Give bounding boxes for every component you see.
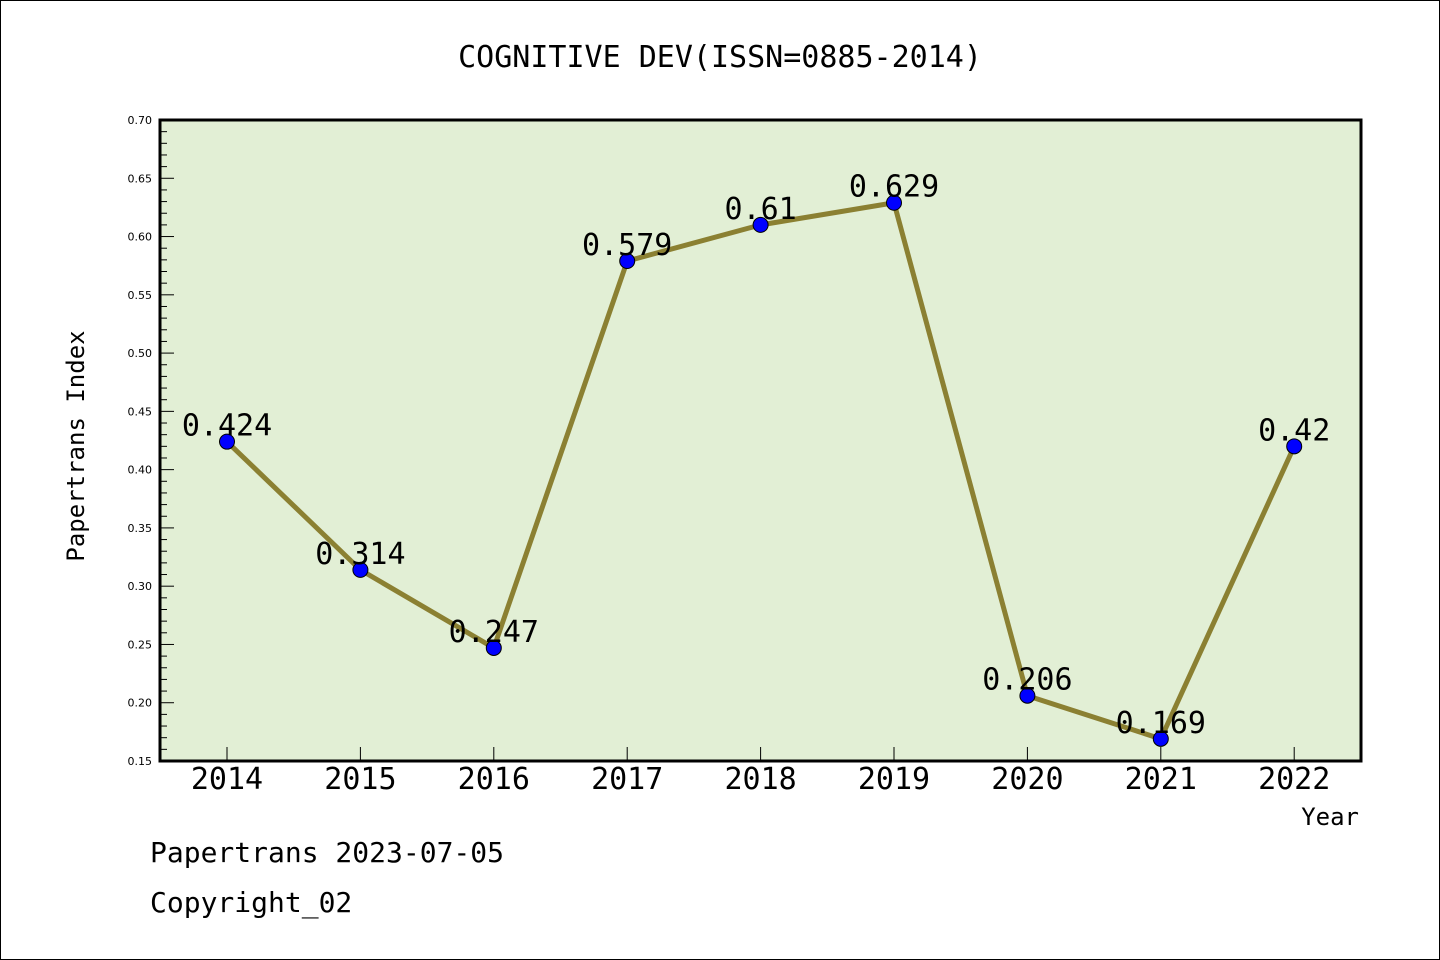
y-tick-label: 0.65 (128, 172, 153, 185)
y-tick-label: 0.50 (128, 347, 153, 360)
x-tick-label: 2017 (591, 762, 663, 797)
data-point (1019, 687, 1036, 704)
y-tick-label: 0.40 (128, 464, 153, 477)
data-label: 0.579 (582, 228, 672, 263)
x-tick-label: 2016 (458, 762, 530, 797)
chart-title: COGNITIVE DEV(ISSN=0885-2014) (458, 40, 982, 75)
y-tick-label: 0.20 (128, 697, 153, 710)
data-point (485, 639, 502, 656)
data-point (752, 216, 769, 233)
data-label: 0.61 (724, 192, 796, 227)
y-tick-label: 0.30 (128, 580, 153, 593)
y-tick-label: 0.35 (128, 522, 153, 535)
data-label: 0.424 (182, 409, 272, 444)
y-tick-label: 0.15 (128, 755, 153, 768)
data-point (1286, 438, 1303, 455)
y-tick-label: 0.25 (128, 638, 153, 651)
y-tick-label: 0.70 (128, 114, 153, 127)
data-label: 0.314 (315, 537, 405, 572)
y-axis-label: Papertrans Index (62, 330, 90, 561)
y-tick-label: 0.60 (128, 231, 153, 244)
data-label: 0.42 (1258, 413, 1330, 448)
data-point (352, 561, 369, 578)
footer-date: Papertrans 2023-07-05 (150, 836, 505, 869)
data-label: 0.629 (849, 170, 939, 205)
x-tick-label: 2015 (324, 762, 396, 797)
x-axis-label: Year (1301, 803, 1359, 831)
x-tick-label: 2021 (1125, 762, 1197, 797)
data-point (886, 194, 902, 211)
data-label: 0.169 (1116, 706, 1206, 741)
data-label: 0.247 (449, 615, 539, 650)
x-tick-label: 2020 (991, 762, 1063, 797)
data-label: 0.206 (982, 663, 1072, 698)
y-tick-label: 0.55 (128, 289, 153, 302)
x-tick-label: 2014 (191, 762, 263, 797)
plot-border (158, 118, 1363, 763)
x-tick-label: 2019 (858, 762, 930, 797)
y-tick-label: 0.45 (128, 405, 153, 418)
data-point (1152, 730, 1169, 747)
footer-copyright: Copyright_02 (150, 886, 353, 919)
x-tick-label: 2018 (724, 762, 796, 797)
data-point (219, 433, 235, 450)
data-point (619, 253, 636, 270)
x-tick-label: 2022 (1258, 762, 1330, 797)
